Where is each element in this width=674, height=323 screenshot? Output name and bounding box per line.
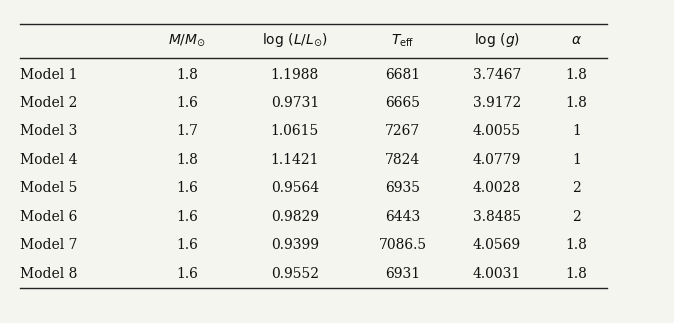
- Text: 1.8: 1.8: [565, 238, 587, 252]
- Text: Model 7: Model 7: [20, 238, 78, 252]
- Text: 2: 2: [572, 181, 580, 195]
- Text: 1.8: 1.8: [565, 68, 587, 82]
- Text: 1: 1: [572, 153, 581, 167]
- Text: 4.0779: 4.0779: [473, 153, 521, 167]
- Text: 1: 1: [572, 124, 581, 139]
- Text: Model 4: Model 4: [20, 153, 78, 167]
- Text: 1.7: 1.7: [176, 124, 198, 139]
- Text: 1.6: 1.6: [176, 96, 198, 110]
- Text: 2: 2: [572, 210, 580, 224]
- Text: 7086.5: 7086.5: [379, 238, 427, 252]
- Text: 4.0055: 4.0055: [473, 124, 521, 139]
- Text: 0.9564: 0.9564: [271, 181, 319, 195]
- Text: 4.0028: 4.0028: [473, 181, 521, 195]
- Text: 1.6: 1.6: [176, 266, 198, 281]
- Text: $M/M_{\odot}$: $M/M_{\odot}$: [168, 33, 206, 48]
- Text: 4.0031: 4.0031: [473, 266, 521, 281]
- Text: 1.6: 1.6: [176, 181, 198, 195]
- Text: 0.9829: 0.9829: [271, 210, 319, 224]
- Text: 1.8: 1.8: [565, 96, 587, 110]
- Text: $\log\,(L/L_{\odot})$: $\log\,(L/L_{\odot})$: [262, 31, 328, 49]
- Text: 6665: 6665: [386, 96, 420, 110]
- Text: Model 2: Model 2: [20, 96, 78, 110]
- Text: 1.0615: 1.0615: [271, 124, 319, 139]
- Text: 0.9731: 0.9731: [271, 96, 319, 110]
- Text: $\alpha$: $\alpha$: [571, 33, 582, 47]
- Text: 0.9552: 0.9552: [271, 266, 319, 281]
- Text: 6681: 6681: [385, 68, 421, 82]
- Text: 1.8: 1.8: [176, 68, 198, 82]
- Text: 0.9399: 0.9399: [271, 238, 319, 252]
- Text: 1.1988: 1.1988: [271, 68, 319, 82]
- Text: Model 6: Model 6: [20, 210, 78, 224]
- Text: 6443: 6443: [385, 210, 421, 224]
- Text: Model 8: Model 8: [20, 266, 78, 281]
- Text: 6931: 6931: [385, 266, 421, 281]
- Text: 3.9172: 3.9172: [473, 96, 521, 110]
- Text: 7824: 7824: [385, 153, 421, 167]
- Text: 6935: 6935: [386, 181, 420, 195]
- Text: 7267: 7267: [385, 124, 421, 139]
- Text: $T_{\mathrm{eff}}$: $T_{\mathrm{eff}}$: [391, 32, 415, 48]
- Text: 1.6: 1.6: [176, 238, 198, 252]
- Text: 3.7467: 3.7467: [473, 68, 521, 82]
- Text: 4.0569: 4.0569: [473, 238, 521, 252]
- Text: Model 5: Model 5: [20, 181, 78, 195]
- Text: Model 1: Model 1: [20, 68, 78, 82]
- Text: 3.8485: 3.8485: [473, 210, 521, 224]
- Text: Model 3: Model 3: [20, 124, 78, 139]
- Text: 1.8: 1.8: [565, 266, 587, 281]
- Text: 1.1421: 1.1421: [271, 153, 319, 167]
- Text: 1.8: 1.8: [176, 153, 198, 167]
- Text: 1.6: 1.6: [176, 210, 198, 224]
- Text: $\log\,(g)$: $\log\,(g)$: [474, 31, 520, 49]
